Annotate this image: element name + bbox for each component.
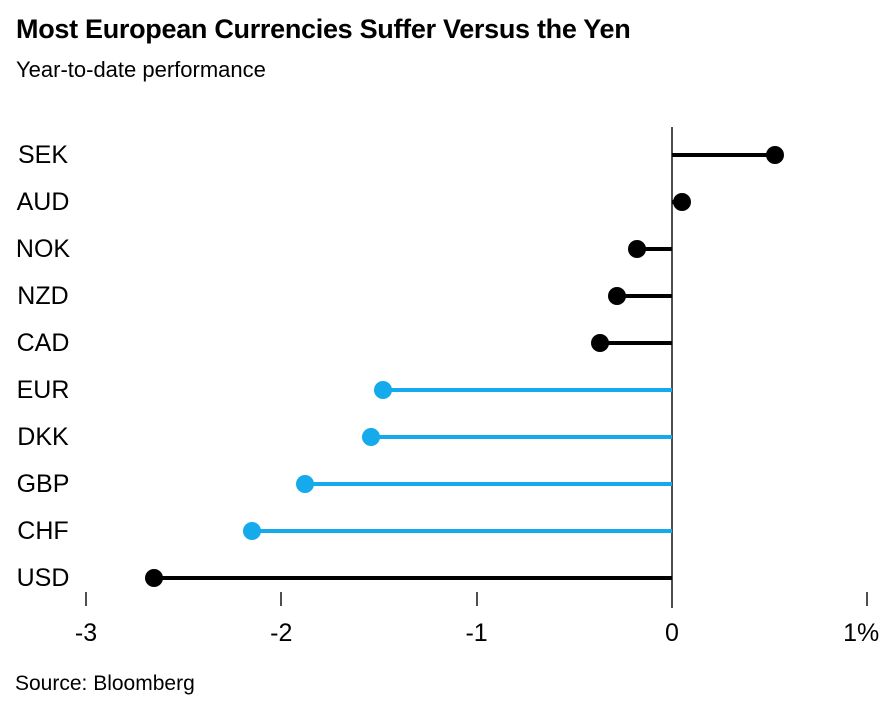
source-note: Source: Bloomberg bbox=[15, 672, 195, 695]
lollipop-stem bbox=[382, 388, 672, 392]
lollipop-stem bbox=[599, 340, 672, 345]
category-label: AUD bbox=[16, 187, 70, 216]
lollipop-stem bbox=[304, 482, 672, 487]
lollipop-dot bbox=[362, 428, 381, 447]
lollipop-stem bbox=[617, 293, 672, 298]
lollipop-stem bbox=[636, 246, 672, 251]
lollipop-dot bbox=[373, 381, 392, 399]
lollipop-dot bbox=[590, 333, 609, 352]
lollipop-dot bbox=[608, 286, 627, 305]
x-tick bbox=[280, 592, 283, 606]
x-tick bbox=[85, 592, 87, 606]
category-label: EUR bbox=[16, 376, 70, 404]
lollipop-stem bbox=[154, 576, 672, 581]
x-tick-label: -3 bbox=[74, 619, 98, 647]
category-label: GBP bbox=[16, 470, 70, 499]
x-tick-label: 1% bbox=[843, 619, 879, 647]
lollipop-dot bbox=[672, 192, 691, 211]
category-label: CHF bbox=[17, 517, 69, 546]
zero-axis-line bbox=[670, 127, 673, 608]
lollipop-dot bbox=[145, 569, 164, 588]
x-tick-label: -1 bbox=[465, 619, 488, 647]
category-label: USD bbox=[16, 564, 70, 593]
lollipop-dot bbox=[243, 522, 261, 541]
category-label: DKK bbox=[17, 423, 69, 452]
lollipop-dot bbox=[627, 239, 646, 258]
category-label: SEK bbox=[17, 140, 69, 169]
category-label: NOK bbox=[15, 234, 71, 263]
category-label: CAD bbox=[16, 328, 70, 357]
x-tick-label: -2 bbox=[270, 619, 293, 647]
chart-title: Most European Currencies Suffer Versus t… bbox=[16, 14, 631, 44]
x-tick bbox=[866, 592, 869, 606]
category-label: NZD bbox=[17, 281, 69, 310]
lollipop-stem bbox=[671, 152, 776, 157]
lollipop-dot bbox=[295, 475, 314, 494]
lollipop-stem bbox=[252, 529, 672, 534]
x-tick-label: 0 bbox=[664, 619, 679, 647]
lollipop-stem bbox=[371, 435, 672, 440]
lollipop-dot bbox=[766, 145, 785, 164]
x-tick bbox=[475, 592, 478, 606]
chart-subtitle: Year-to-date performance bbox=[16, 57, 266, 82]
